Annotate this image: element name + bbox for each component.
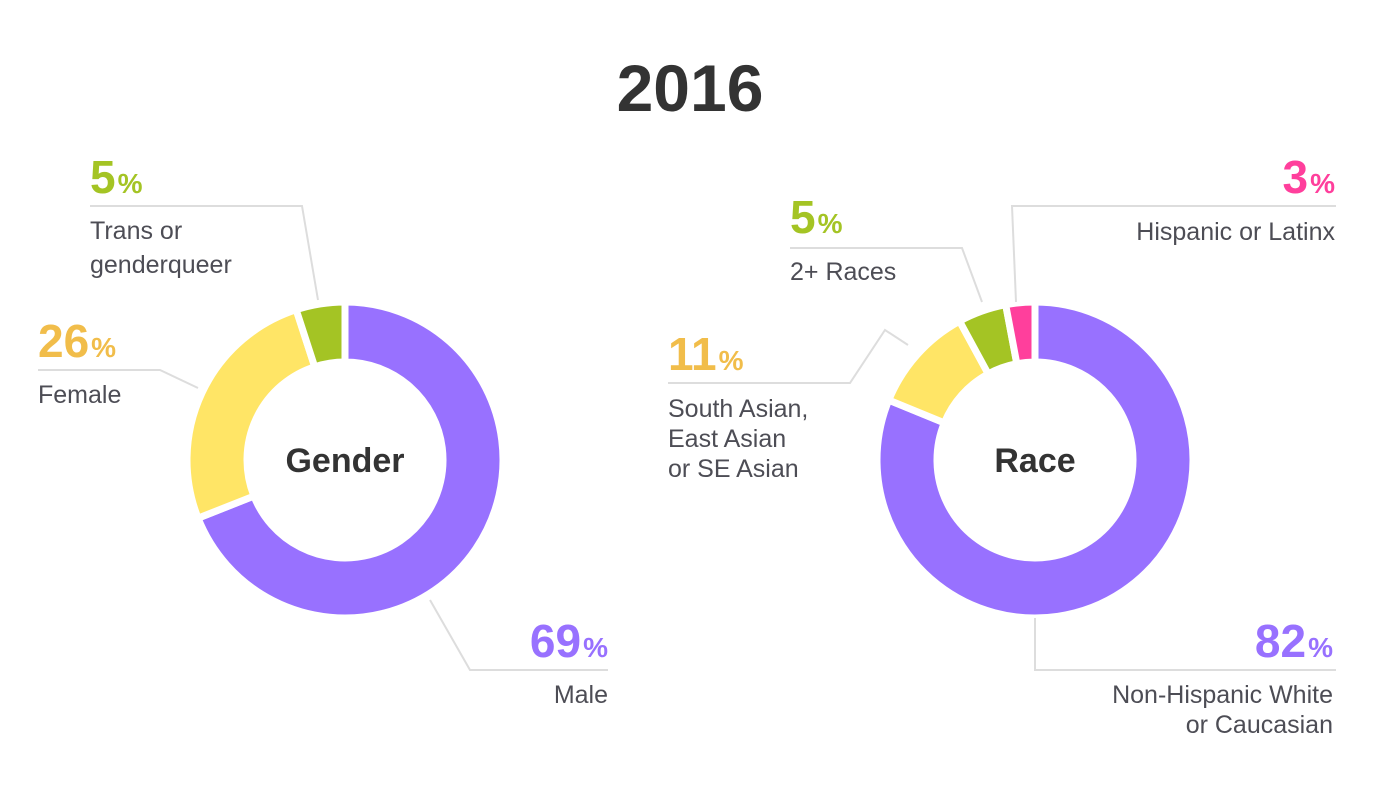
pct-value: 5 — [790, 191, 816, 243]
leader-line — [429, 599, 608, 671]
slice-race-non-hispanic-white-or-caucasian — [873, 298, 1197, 622]
leader-line — [790, 247, 983, 303]
pct-sign: % — [818, 208, 843, 239]
pct-value: 3 — [1283, 151, 1309, 203]
category-label-race-non-hispanic-white-or-caucasian: Non-Hispanic White — [1112, 681, 1333, 709]
pct-value: 69 — [530, 615, 581, 667]
category-label-race-south-asian-east-asian-or-se-asian: East Asian — [668, 425, 786, 453]
pct-value: 26 — [38, 315, 89, 367]
pct-sign: % — [1310, 168, 1335, 199]
leader-line — [1010, 205, 1336, 303]
pct-sign: % — [583, 632, 608, 663]
slice-gender-male — [193, 298, 507, 622]
pct-sign: % — [118, 168, 143, 199]
pct-label-race-south-asian-east-asian-or-se-asian: 11% — [668, 328, 744, 380]
center-label-gender: Gender — [285, 442, 404, 480]
leader-line — [38, 369, 199, 389]
slice-gender-female — [183, 305, 320, 523]
pct-sign: % — [91, 332, 116, 363]
pct-label-gender-trans-or-genderqueer: 5% — [90, 151, 143, 203]
page-title: 2016 — [616, 51, 764, 125]
leader-line — [90, 205, 319, 301]
pct-value: 11 — [668, 328, 717, 380]
category-label-gender-female: Female — [38, 381, 121, 409]
slice-race-hispanic-or-latinx — [1001, 298, 1039, 368]
category-label-gender-trans-or-genderqueer: Trans or — [90, 217, 182, 245]
leader-line — [1034, 618, 1336, 671]
category-label-race-2-races: 2+ Races — [790, 258, 896, 286]
slice-gender-trans-or-genderqueer — [291, 298, 349, 372]
category-label-race-hispanic-or-latinx: Hispanic or Latinx — [1136, 218, 1335, 246]
leader-line — [668, 328, 909, 384]
pct-label-gender-female: 26% — [38, 315, 116, 367]
pct-label-race-hispanic-or-latinx: 3% — [1283, 151, 1336, 203]
pct-sign: % — [719, 345, 744, 376]
center-label-race: Race — [994, 442, 1075, 480]
category-label-gender-trans-or-genderqueer: genderqueer — [90, 251, 232, 279]
pct-label-race-non-hispanic-white-or-caucasian: 82% — [1255, 615, 1333, 667]
pct-value: 5 — [90, 151, 116, 203]
category-label-race-south-asian-east-asian-or-se-asian: South Asian, — [668, 395, 808, 423]
pct-label-gender-male: 69% — [530, 615, 608, 667]
pct-value: 82 — [1255, 615, 1306, 667]
category-label-race-non-hispanic-white-or-caucasian: or Caucasian — [1186, 711, 1333, 739]
category-label-race-south-asian-east-asian-or-se-asian: or SE Asian — [668, 455, 799, 483]
pct-label-race-2-races: 5% — [790, 191, 843, 243]
pct-sign: % — [1308, 632, 1333, 663]
category-label-gender-male: Male — [554, 681, 608, 709]
